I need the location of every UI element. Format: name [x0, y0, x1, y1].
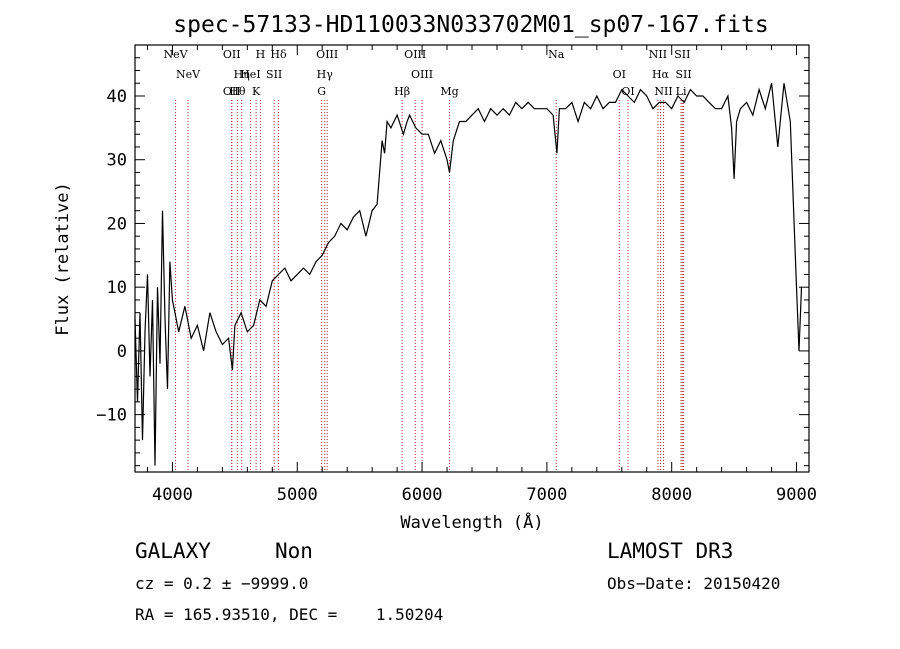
line-marker-label: OII [223, 85, 241, 98]
line-marker-label: Hβ [394, 85, 410, 98]
line-marker-label: Hδ [270, 48, 287, 61]
line-marker-label: G [317, 85, 326, 98]
line-marker-label: HeI [240, 68, 260, 81]
y-tick-label: 40 [107, 87, 127, 107]
line-marker-label: SII [675, 68, 691, 81]
y-tick-label: 0 [117, 342, 127, 362]
line-marker-label: OIII [404, 48, 426, 61]
line-marker-label: NeV [164, 48, 189, 61]
x-tick-label: 7000 [526, 485, 567, 505]
object-subclass: Non [275, 539, 313, 563]
spectrum-line [134, 83, 803, 466]
line-marker-label: NeV [176, 68, 201, 81]
line-marker-label: Li [676, 85, 687, 98]
line-marker-label: OI [613, 68, 626, 81]
line-marker-label: OIII [316, 48, 338, 61]
chart-title: spec-57133-HD110033N033702M01_sp07-167.f… [173, 12, 768, 38]
object-class: GALAXY [135, 539, 211, 563]
line-marker-label: H [256, 48, 266, 61]
line-marker-label: Hη [234, 68, 250, 81]
x-tick-label: 4000 [152, 485, 193, 505]
line-marker-label: Mg [440, 85, 458, 98]
line-marker-label: Hα [652, 68, 670, 81]
x-tick-label: 8000 [651, 485, 692, 505]
line-marker-label: K [252, 85, 261, 98]
x-tick-label: 6000 [402, 485, 443, 505]
emission-line-labels: NeVNeVOIIOIIHηHθHHeIKHδSIIGOIIIHγHβOIIIO… [164, 48, 692, 98]
y-tick-label: 20 [107, 214, 127, 234]
line-marker-label: OIII [411, 68, 433, 81]
line-marker-label: SII [266, 68, 282, 81]
redshift-value: cz = 0.2 ± −9999.0 [135, 574, 308, 593]
line-marker-label: NII [649, 48, 667, 61]
y-axis-ticks: −10 0 10 20 30 40 [96, 57, 809, 467]
line-marker-label: OII [223, 48, 241, 61]
line-marker-label: Hγ [317, 68, 334, 81]
emission-line-markers [175, 100, 685, 472]
line-marker-label: SII [674, 48, 690, 61]
observation-date: Obs−Date: 20150420 [607, 574, 780, 593]
y-tick-label: 10 [107, 278, 127, 298]
line-marker-label: NII [654, 85, 672, 98]
x-axis-label: Wavelength (Å) [400, 511, 543, 533]
line-marker-label: OI [621, 85, 634, 98]
line-marker-label: Na [548, 48, 565, 61]
survey-name: LAMOST DR3 [607, 539, 733, 563]
y-axis-label: Flux (relative) [53, 182, 73, 336]
y-tick-label: 30 [107, 151, 127, 171]
x-tick-label: 5000 [277, 485, 318, 505]
y-tick-label: −10 [96, 406, 127, 426]
coordinates: RA = 165.93510, DEC = 1.50204 [135, 605, 443, 624]
x-axis-ticks: 4000 5000 6000 7000 8000 9000 [146, 45, 817, 505]
plot-frame [134, 44, 810, 473]
line-marker-label: Hθ [229, 85, 246, 98]
x-tick-label: 9000 [776, 485, 817, 505]
